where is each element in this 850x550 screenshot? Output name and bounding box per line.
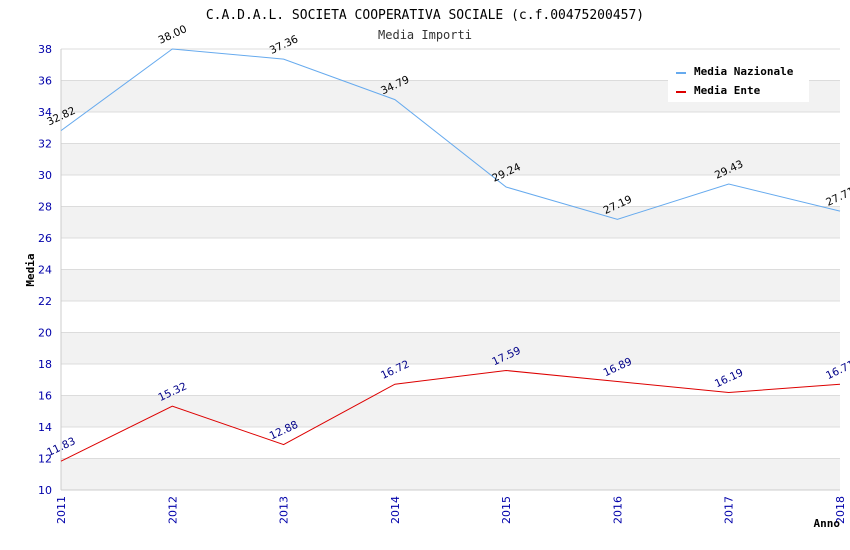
- legend-label-media-ente: Media Ente: [694, 84, 761, 97]
- x-tick-label: 2013: [278, 496, 291, 524]
- y-tick-label: 30: [38, 169, 52, 182]
- legend-box: [668, 60, 809, 102]
- y-tick-label: 20: [38, 327, 52, 340]
- series-line-media-nazionale: [60, 48, 841, 220]
- y-tick-label: 12: [38, 453, 52, 466]
- series-line-media-ente: [60, 369, 841, 462]
- data-label: 38.00: [156, 23, 188, 47]
- y-axis-label: Media: [24, 253, 37, 286]
- grid-band: [61, 395, 840, 427]
- y-axis-ticks: 10 12 14 16 18 20 22 24 26 28 30 32 34 36 38: [38, 43, 52, 497]
- grid-bands: [61, 80, 840, 490]
- x-axis-label: Anno: [814, 517, 841, 530]
- x-tick-label: 2014: [389, 496, 402, 524]
- series-lines: [60, 48, 841, 462]
- grid-band: [61, 143, 840, 175]
- legend: Media Nazionale Media Ente: [668, 60, 809, 102]
- y-tick-label: 14: [38, 421, 52, 434]
- x-tick-label: 2011: [55, 496, 68, 524]
- chart-subtitle: Media Importi: [378, 28, 472, 42]
- y-tick-label: 36: [38, 75, 52, 88]
- x-tick-label: 2012: [166, 496, 179, 524]
- data-label: 37.36: [268, 33, 301, 57]
- grid-band: [61, 269, 840, 301]
- data-label: 27.71: [824, 185, 850, 209]
- chart-title: C.A.D.A.L. SOCIETA COOPERATIVA SOCIALE (…: [206, 8, 644, 23]
- grid-band: [61, 458, 840, 490]
- y-tick-label: 18: [38, 358, 52, 371]
- y-tick-label: 32: [38, 138, 52, 151]
- legend-label-media-nazionale: Media Nazionale: [694, 65, 794, 78]
- y-tick-label: 34: [38, 106, 52, 119]
- x-tick-label: 2016: [611, 496, 624, 524]
- y-tick-label: 26: [38, 232, 52, 245]
- y-tick-label: 28: [38, 201, 52, 214]
- x-axis-ticks: 2011 2012 2013 2014 2015 2016 2017 2018: [55, 496, 847, 524]
- y-tick-label: 38: [38, 43, 52, 56]
- x-tick-label: 2015: [500, 496, 513, 524]
- grid-band: [61, 332, 840, 364]
- x-tick-label: 2017: [723, 496, 736, 524]
- y-tick-label: 16: [38, 390, 52, 403]
- y-tick-label: 22: [38, 295, 52, 308]
- data-label: 16.19: [713, 367, 745, 391]
- x-tick-label: 2018: [834, 496, 847, 524]
- y-tick-label: 24: [38, 264, 52, 277]
- grid-band: [61, 206, 840, 238]
- y-tick-label: 10: [38, 484, 52, 497]
